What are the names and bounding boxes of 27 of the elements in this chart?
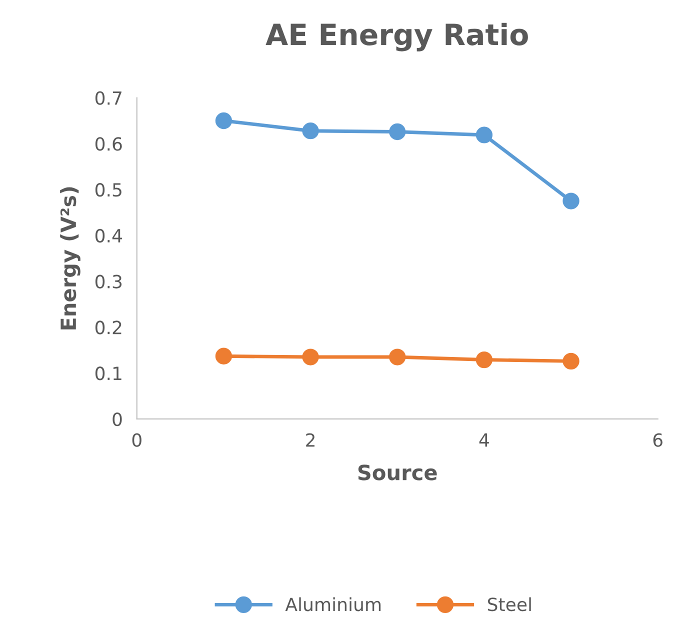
- x-tick-label: 2: [306, 433, 314, 447]
- y-tick-label: 0.3: [95, 274, 122, 288]
- point: [215, 348, 232, 364]
- x-tick-label: 6: [653, 433, 662, 447]
- point: [476, 126, 493, 144]
- x-tick-label: 4: [479, 433, 489, 447]
- legend-label: Aluminium: [285, 597, 381, 612]
- point: [562, 352, 580, 370]
- y-tick-label: 0.4: [95, 228, 122, 243]
- legend-label: Steel: [488, 597, 531, 612]
- chart-title: AE Energy Ratio: [266, 22, 528, 52]
- point: [389, 348, 406, 366]
- point: [476, 351, 493, 368]
- point: [302, 348, 319, 366]
- x-tick-label: 0: [132, 433, 142, 447]
- point: [389, 123, 406, 140]
- y-tick-label: 0.7: [95, 91, 122, 105]
- y-axis-title: Energy (V²s): [60, 187, 80, 330]
- point: [215, 112, 232, 130]
- y-tick-label: 0.5: [95, 183, 122, 197]
- point: [302, 122, 319, 140]
- y-tick-label: 0.2: [95, 320, 122, 334]
- y-tick-label: 0.6: [95, 137, 122, 151]
- x-axis-title: Source: [358, 464, 437, 480]
- y-tick-label: 0: [112, 412, 122, 426]
- point: [562, 192, 580, 210]
- y-tick-label: 0.1: [95, 366, 122, 380]
